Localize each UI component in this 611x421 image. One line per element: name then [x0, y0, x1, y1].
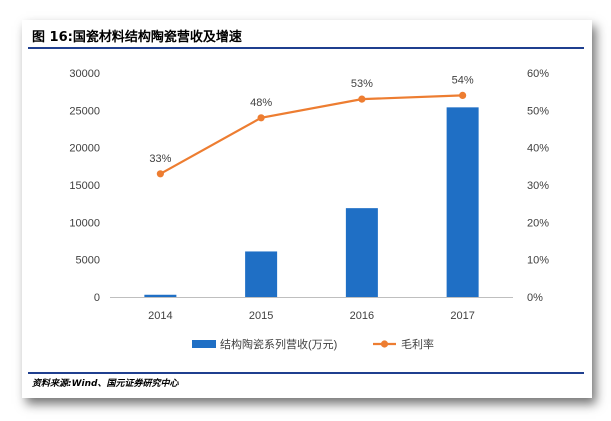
- right-tick-label: 30%: [527, 180, 549, 192]
- title-rule: [28, 47, 584, 49]
- line-series: 33% 48% 53% 54%: [149, 74, 474, 178]
- left-tick-label: 15000: [69, 180, 100, 192]
- line-point: [459, 91, 467, 99]
- bar: [446, 107, 479, 297]
- x-tick-label: 2017: [450, 310, 474, 322]
- data-label: 54%: [452, 74, 474, 86]
- right-tick-label: 10%: [527, 255, 549, 267]
- right-tick-label: 0%: [527, 292, 543, 304]
- right-tick-label: 50%: [527, 105, 549, 117]
- data-label: 53%: [351, 78, 373, 90]
- bar: [144, 294, 177, 297]
- legend-line-label: 毛利率: [401, 337, 434, 351]
- line-point: [358, 95, 366, 103]
- source-note: 资料来源:Wind、国元证券研究中心: [32, 379, 179, 389]
- legend-bar-swatch: [192, 340, 216, 348]
- source-rule: [28, 372, 584, 374]
- data-label: 33%: [149, 153, 171, 165]
- series-line: [159, 94, 463, 175]
- x-axis-ticks: 2014 2015 2016 2017: [148, 310, 475, 322]
- figure-card: [22, 20, 592, 398]
- bar: [245, 251, 278, 297]
- right-tick-label: 40%: [527, 143, 549, 155]
- bar-series: [144, 107, 479, 297]
- right-axis: 0% 10% 20% 30% 40% 50% 60%: [527, 68, 549, 304]
- left-tick-label: 25000: [69, 105, 100, 117]
- figure-title: 图 16:国瓷材料结构陶瓷营收及增速: [32, 30, 242, 45]
- left-tick-label: 20000: [69, 143, 100, 155]
- left-tick-label: 30000: [69, 68, 100, 80]
- legend: 结构陶瓷系列营收(万元) 毛利率: [192, 337, 434, 351]
- data-label: 48%: [250, 97, 272, 109]
- right-tick-label: 20%: [527, 217, 549, 229]
- left-axis: 0 5000 10000 15000 20000 25000 30000: [69, 68, 100, 304]
- x-tick-label: 2016: [350, 310, 374, 322]
- left-tick-label: 10000: [69, 217, 100, 229]
- left-tick-label: 0: [94, 292, 100, 304]
- line-point: [156, 170, 164, 178]
- left-tick-label: 5000: [76, 255, 100, 267]
- x-tick-label: 2015: [249, 310, 273, 322]
- legend-bar-label: 结构陶瓷系列营收(万元): [220, 337, 337, 351]
- line-point: [257, 114, 265, 122]
- x-tick-label: 2014: [148, 310, 172, 322]
- right-tick-label: 60%: [527, 68, 549, 80]
- bar: [345, 208, 378, 297]
- legend-line-marker: [380, 340, 389, 348]
